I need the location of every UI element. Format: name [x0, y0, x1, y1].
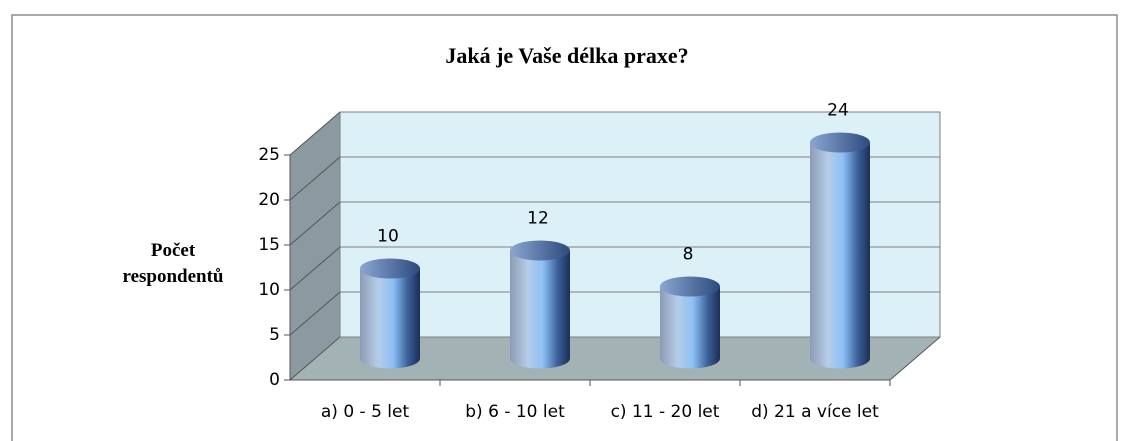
y-tick-label: 15 [258, 235, 280, 255]
chart-title: Jaká je Vaše délka praxe? [445, 43, 688, 68]
value-label: 10 [377, 227, 399, 247]
grid-line [289, 336, 341, 381]
value-label: 8 [683, 245, 694, 265]
x-tick-label: d) 21 a více let [751, 402, 879, 422]
grid-line [289, 246, 341, 291]
floor [290, 337, 940, 380]
value-label: 24 [827, 101, 849, 121]
x-axis-depth [889, 336, 941, 381]
x-tick-label: a) 0 - 5 let [321, 402, 410, 422]
x-tick-label: b) 6 - 10 let [465, 402, 565, 422]
y-axis-label: Počet respondentů [122, 240, 224, 287]
plot: 0 5 10 15 20 25 a) 0 - 5 let 10 b) 6 - 10 let 12 c… [258, 101, 941, 422]
x-tick-label: c) 11 - 20 let [611, 402, 720, 422]
grid-line [289, 156, 341, 201]
value-label: 12 [527, 209, 549, 229]
bar [810, 142, 870, 369]
y-tick-label: 0 [269, 370, 280, 390]
bar-top [660, 276, 720, 297]
y-tick-label: 20 [258, 190, 280, 210]
y-tick-label: 5 [269, 325, 280, 345]
y-tick-label: 25 [258, 145, 280, 165]
grid-line [289, 111, 341, 156]
bar-top [810, 132, 870, 153]
bar-top [510, 240, 570, 261]
left-wall [290, 112, 340, 380]
bar-top [360, 258, 420, 279]
bar [660, 286, 720, 369]
bar [510, 250, 570, 369]
grid-line [289, 201, 341, 246]
grid-line [289, 291, 341, 336]
bar [360, 268, 420, 369]
y-tick-label: 10 [258, 280, 280, 300]
